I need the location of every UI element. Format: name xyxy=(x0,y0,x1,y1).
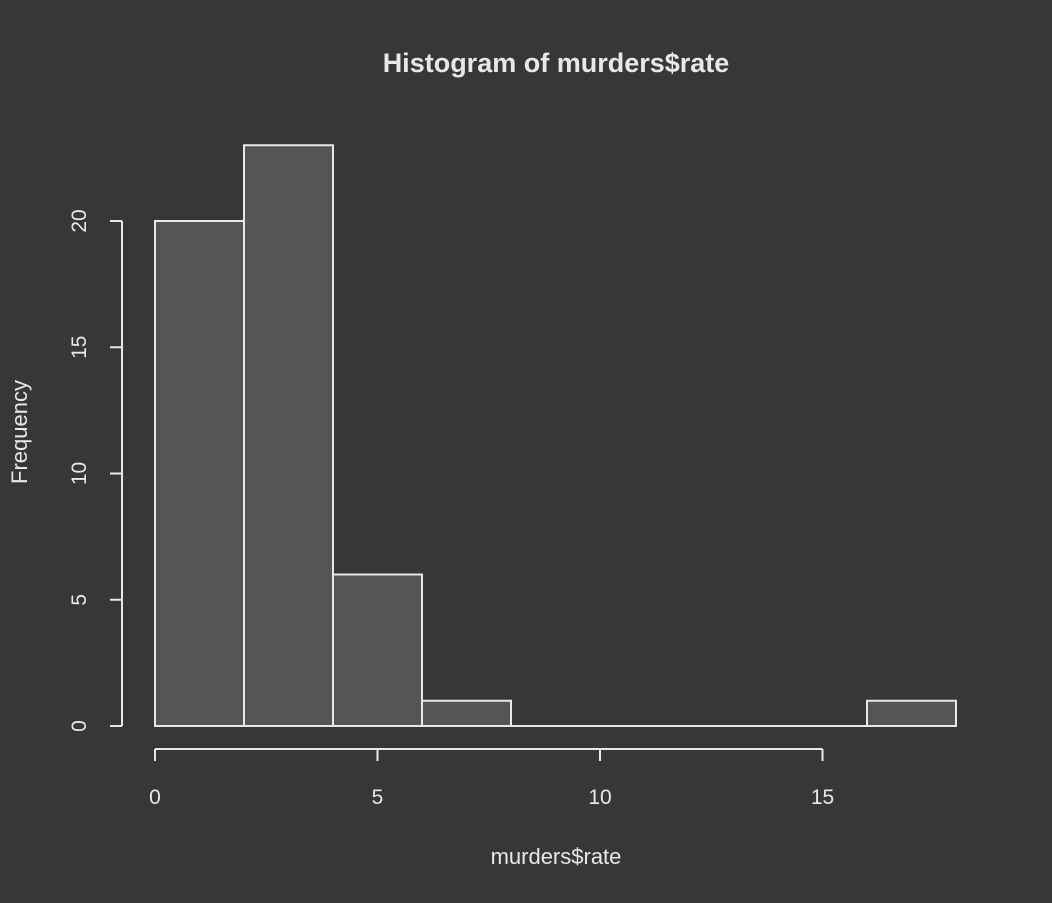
y-tick-label: 15 xyxy=(68,336,91,359)
y-tick-label: 20 xyxy=(68,209,91,232)
x-tick-label: 10 xyxy=(588,786,611,809)
y-axis: 0 5 10 15 20 xyxy=(68,209,123,732)
x-axis-label: murders$rate xyxy=(491,844,622,869)
histogram-bar xyxy=(866,699,957,727)
x-tick-label: 5 xyxy=(372,786,384,809)
x-axis: 0 5 10 15 xyxy=(149,748,834,809)
x-tick-label: 0 xyxy=(149,786,161,809)
y-axis-label: Frequency xyxy=(7,380,32,484)
y-tick-label: 5 xyxy=(68,594,91,606)
bars-group xyxy=(154,144,957,727)
histogram-bar xyxy=(332,573,423,727)
x-tick-label: 15 xyxy=(811,786,834,809)
y-tick-label: 0 xyxy=(68,720,91,732)
y-tick-label: 10 xyxy=(68,462,91,485)
histogram-bar xyxy=(421,699,512,727)
histogram-bar xyxy=(243,144,334,727)
chart-title: Histogram of murders$rate xyxy=(383,48,730,78)
histogram-bar xyxy=(154,220,245,727)
